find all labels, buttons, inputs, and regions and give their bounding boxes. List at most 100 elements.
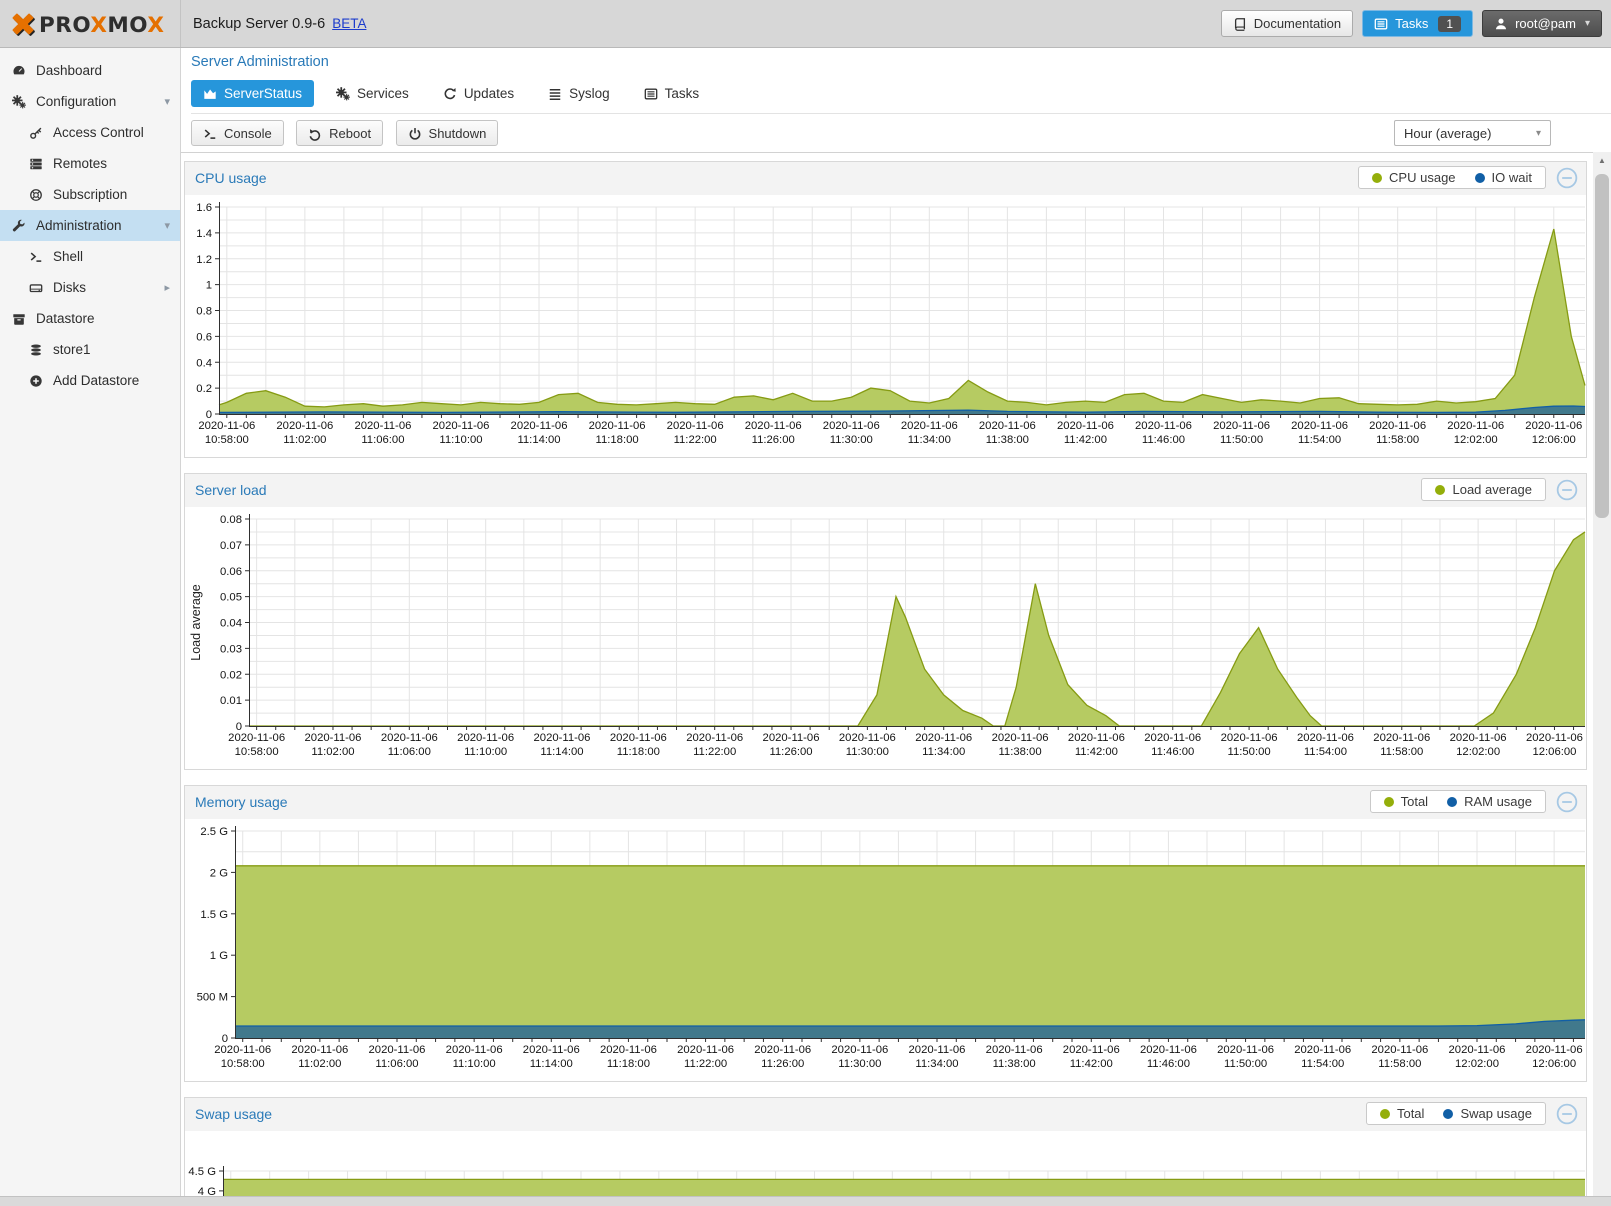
legend-item-ram-usage[interactable]: RAM usage <box>1447 794 1532 809</box>
documentation-button[interactable]: Documentation <box>1220 10 1354 37</box>
svg-text:12:02:00: 12:02:00 <box>1454 434 1498 446</box>
svg-text:0: 0 <box>222 1033 228 1045</box>
svg-text:2020-11-06: 2020-11-06 <box>831 1044 888 1056</box>
svg-text:1.6: 1.6 <box>196 202 212 214</box>
tab-updates[interactable]: Updates <box>431 80 526 107</box>
tab-services[interactable]: Services <box>324 80 421 107</box>
svg-text:2020-11-06: 2020-11-06 <box>677 1044 734 1056</box>
sidebar-item-dashboard[interactable]: Dashboard <box>0 55 180 86</box>
svg-text:2020-11-06: 2020-11-06 <box>1449 1044 1506 1056</box>
collapse-panel-button[interactable] <box>1556 479 1578 501</box>
shutdown-button[interactable]: Shutdown <box>395 120 499 146</box>
chart-legend: Total Swap usage <box>1365 1102 1546 1125</box>
svg-text:2020-11-06: 2020-11-06 <box>433 420 490 432</box>
legend-label: Load average <box>1452 482 1532 497</box>
svg-text:0: 0 <box>236 721 242 733</box>
tab-tasks[interactable]: Tasks <box>632 80 712 107</box>
svg-text:2020-11-06: 2020-11-06 <box>523 1044 580 1056</box>
sidebar-item-access-control[interactable]: Access Control <box>0 117 180 148</box>
sidebar-item-datastore[interactable]: Datastore <box>0 303 180 334</box>
sidebar-item-add-datastore[interactable]: Add Datastore <box>0 365 180 396</box>
sidebar-item-subscription[interactable]: Subscription <box>0 179 180 210</box>
undo-icon <box>308 125 322 141</box>
sidebar-item-disks[interactable]: Disks ▸ <box>0 272 180 303</box>
sidebar-item-remotes[interactable]: Remotes <box>0 148 180 179</box>
tab-label: Services <box>357 86 409 101</box>
scroll-up-arrow[interactable]: ▲ <box>1598 156 1606 165</box>
sidebar-item-administration[interactable]: Administration ▾ <box>0 210 180 241</box>
svg-text:0.2: 0.2 <box>196 383 212 395</box>
svg-text:11:02:00: 11:02:00 <box>298 1058 341 1070</box>
svg-text:11:06:00: 11:06:00 <box>361 434 404 446</box>
reboot-button[interactable]: Reboot <box>296 120 384 146</box>
svg-text:4 G: 4 G <box>198 1186 216 1197</box>
collapse-panel-button[interactable] <box>1556 1103 1578 1125</box>
legend-item-load-average[interactable]: Load average <box>1435 482 1532 497</box>
svg-text:1 G: 1 G <box>210 950 228 962</box>
svg-text:2020-11-06: 2020-11-06 <box>1213 420 1270 432</box>
svg-text:2020-11-06: 2020-11-06 <box>1294 1044 1351 1056</box>
header-actions: Documentation Tasks 1 root@pam ▾ <box>1220 10 1611 37</box>
plus-circle-icon <box>30 374 42 387</box>
collapse-panel-button[interactable] <box>1556 791 1578 813</box>
svg-text:11:14:00: 11:14:00 <box>517 434 560 446</box>
scrollbar-thumb[interactable] <box>1595 174 1609 518</box>
sidebar-item-label: Add Datastore <box>53 373 140 388</box>
svg-text:2020-11-06: 2020-11-06 <box>446 1044 503 1056</box>
collapse-panel-button[interactable] <box>1556 167 1578 189</box>
svg-text:11:34:00: 11:34:00 <box>922 746 965 758</box>
legend-item-swap-usage[interactable]: Swap usage <box>1443 1106 1532 1121</box>
svg-text:11:26:00: 11:26:00 <box>769 746 812 758</box>
svg-text:11:26:00: 11:26:00 <box>752 434 795 446</box>
sidebar-item-store1[interactable]: store1 <box>0 334 180 365</box>
svg-text:2020-11-06: 2020-11-06 <box>1525 420 1582 432</box>
chevron-right-icon[interactable]: ▸ <box>164 282 170 294</box>
tab-serverstatus[interactable]: ServerStatus <box>191 80 315 107</box>
vertical-scrollbar[interactable]: ▲ <box>1593 152 1611 1196</box>
svg-text:0.08: 0.08 <box>220 514 242 526</box>
panel-title-memory-usage: Memory usage <box>195 794 288 810</box>
power-icon <box>409 127 420 140</box>
legend-item-total[interactable]: Total <box>1379 1106 1424 1121</box>
legend-dot <box>1447 796 1458 807</box>
svg-text:2020-11-06: 2020-11-06 <box>381 732 438 744</box>
svg-text:11:38:00: 11:38:00 <box>993 1058 1036 1070</box>
svg-text:2020-11-06: 2020-11-06 <box>839 732 896 744</box>
tab-label: Syslog <box>569 86 610 101</box>
svg-text:11:10:00: 11:10:00 <box>453 1058 496 1070</box>
terminal-icon <box>204 129 216 139</box>
svg-text:2020-11-06: 2020-11-06 <box>198 420 255 432</box>
svg-text:11:14:00: 11:14:00 <box>540 746 583 758</box>
panel-memory-usage: Memory usage Total RAM usage 0 500 M 1 G 1.5 G… <box>184 785 1587 1082</box>
tasks-button[interactable]: Tasks 1 <box>1362 10 1474 37</box>
svg-text:10:58:00: 10:58:00 <box>235 746 279 758</box>
shutdown-label: Shutdown <box>428 125 487 141</box>
time-range-select[interactable]: Hour (average) ▾ <box>1394 120 1551 146</box>
legend-label: Total <box>1400 794 1429 809</box>
svg-text:11:46:00: 11:46:00 <box>1151 746 1194 758</box>
legend-item-io-wait[interactable]: IO wait <box>1474 170 1532 185</box>
legend-item-cpu-usage[interactable]: CPU usage <box>1372 170 1456 185</box>
svg-text:0.6: 0.6 <box>196 331 212 343</box>
svg-text:2020-11-06: 2020-11-06 <box>1135 420 1192 432</box>
console-button[interactable]: Console <box>191 120 284 146</box>
sidebar-item-shell[interactable]: Shell <box>0 241 180 272</box>
chevron-down-icon[interactable]: ▾ <box>164 96 170 108</box>
chevron-down-icon[interactable]: ▾ <box>164 220 170 232</box>
svg-text:2020-11-06: 2020-11-06 <box>979 420 1036 432</box>
svg-text:1.5 G: 1.5 G <box>200 909 228 921</box>
list-icon <box>549 88 561 100</box>
svg-text:2 G: 2 G <box>210 867 228 879</box>
user-menu-button[interactable]: root@pam ▾ <box>1482 10 1602 37</box>
svg-text:0.05: 0.05 <box>220 592 242 604</box>
sidebar-item-configuration[interactable]: Configuration ▾ <box>0 86 180 117</box>
panel-title-swap-usage: Swap usage <box>195 1106 273 1122</box>
svg-text:2020-11-06: 2020-11-06 <box>901 420 958 432</box>
legend-item-total[interactable]: Total <box>1383 794 1429 809</box>
svg-text:2020-11-06: 2020-11-06 <box>1140 1044 1197 1056</box>
page-title: Server Administration <box>191 54 329 70</box>
tab-syslog[interactable]: Syslog <box>536 80 622 107</box>
chart-legend: Load average <box>1421 478 1546 501</box>
beta-link[interactable]: BETA <box>332 16 367 31</box>
task-list-icon <box>1374 16 1388 32</box>
